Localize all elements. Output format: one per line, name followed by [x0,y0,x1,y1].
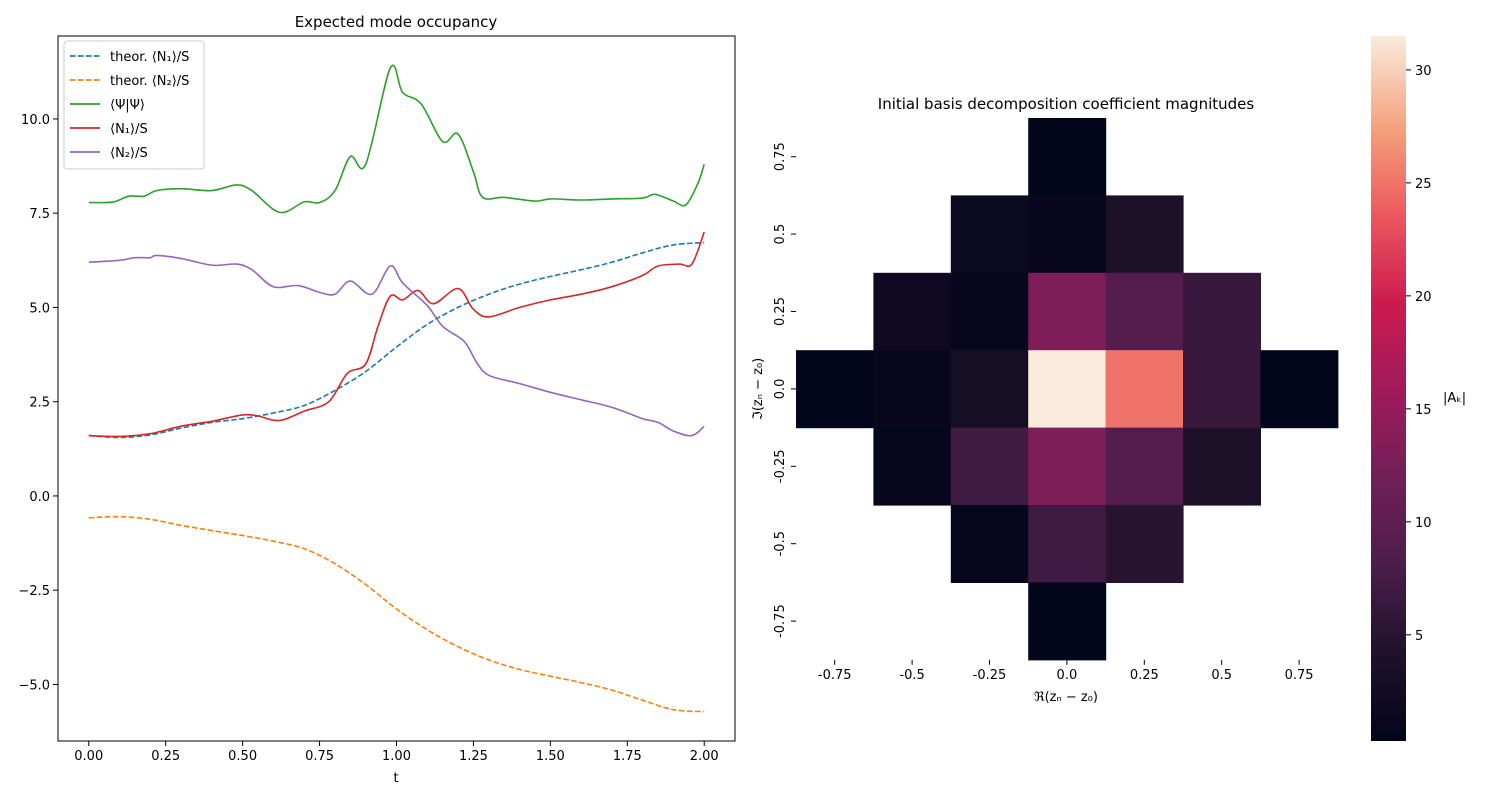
heatmap-y-tick-label: 0.25 [773,297,788,326]
legend-label-3: ⟨N₁⟩/S [110,122,148,137]
x-tick-label: 2.00 [690,749,719,764]
heatmap-x-tick-label: -0.5 [899,668,924,683]
heatmap-cell [1105,195,1184,274]
colorbar-label: |Aₖ| [1443,391,1466,406]
legend-label-0: theor. ⟨N₁⟩/S [110,50,189,65]
line-x-ticks: 0.00 0.25 0.50 0.75 1.00 1.25 1.50 1.75 2.00 [74,741,719,764]
colorbar-tick-label: 30 [1415,64,1432,79]
heatmap-x-tick-label: 0.0 [1057,668,1078,683]
heatmap-y-tick-label: 0.5 [773,224,788,245]
line-y-ticks: −5.0 −2.5 0.0 2.5 5.0 7.5 10.0 [18,113,58,693]
x-tick-label: 1.00 [382,749,411,764]
heatmap-cell [873,427,952,506]
heatmap-cell [1105,427,1184,506]
x-tick-label: 0.75 [305,749,334,764]
y-tick-label: −5.0 [18,678,50,693]
series-line-4 [88,254,705,437]
colorbar-tick-label: 25 [1415,177,1432,192]
heatmap-x-tick-label: 0.75 [1285,668,1314,683]
x-tick-label: 0.50 [228,749,257,764]
heatmap-cell [950,427,1029,506]
heatmap-x-tick-label: -0.25 [973,668,1007,683]
x-tick-label: 0.25 [151,749,180,764]
x-tick-label: 1.50 [536,749,565,764]
line-chart-title: Expected mode occupancy [295,13,498,31]
y-tick-label: 5.0 [29,301,50,316]
series-line-0 [88,241,705,439]
heatmap-cell [1028,195,1107,274]
heatmap-x-tick-label: -0.75 [818,668,852,683]
colorbar-gradient [1371,36,1406,741]
y-tick-label: −2.5 [18,584,50,599]
series-line-1 [88,515,705,713]
legend-label-1: theor. ⟨N₂⟩/S [110,74,189,89]
heatmap-x-axis-label: ℜ(zₙ − z₀) [1034,690,1098,705]
heatmap-cell [1183,350,1261,429]
x-tick-label: 1.75 [613,749,642,764]
y-tick-label: 10.0 [21,113,50,128]
heatmap-cell [1028,272,1107,351]
heatmap-y-tick-label: 0.75 [773,142,788,171]
heatmap-cell [796,350,874,429]
line-chart: Expected mode occupancy 0.00 0.25 0.50 0.75… [18,13,736,786]
x-tick-label: 1.25 [459,749,488,764]
legend-label-4: ⟨N₂⟩/S [110,146,148,161]
heatmap-y-axis-label: ℑ(zₙ − z₀) [751,358,766,420]
heatmap-cell [1028,582,1107,661]
series-line-2 [88,64,705,214]
heatmap-y-ticks: 0.75 0.5 0.25 0.0 -0.25 -0.5 -0.75 [773,142,796,638]
heatmap-cell [1028,505,1107,583]
heatmap-cell [1028,350,1107,429]
legend-label-2: ⟨Ψ|Ψ⟩ [110,98,145,113]
colorbar-tick-label: 10 [1415,516,1432,531]
heatmap-cell [950,505,1029,583]
y-tick-label: 7.5 [29,207,50,222]
heatmap-y-tick-label: -0.5 [773,531,788,556]
heatmap-cell [1260,350,1339,429]
heatmap-cells [796,118,1339,661]
line-legend: theor. ⟨N₁⟩/S theor. ⟨N₂⟩/S ⟨Ψ|Ψ⟩ ⟨N₁⟩/S ⟨N₂… [63,40,205,170]
heatmap-cell [1105,350,1184,429]
heatmap-cell [1105,272,1184,351]
series-line-3 [88,231,705,438]
heatmap-cell [1183,272,1261,351]
heatmap-cell [950,195,1029,274]
heatmap-y-tick-label: -0.25 [773,449,788,483]
colorbar-tick-label: 20 [1415,290,1432,305]
heatmap-cell [1105,505,1184,583]
colorbar-tick-label: 15 [1415,403,1432,418]
heatmap-title: Initial basis decomposition coefficient … [878,95,1255,113]
colorbar-tick-label: 5 [1415,629,1423,644]
legend-frame [63,40,205,170]
colorbar: 5 10 15 20 25 30 |Aₖ| [1371,36,1466,741]
heatmap-cell [873,272,952,351]
heatmap-cell [1028,118,1107,196]
colorbar-ticks: 5 10 15 20 25 30 [1406,64,1432,644]
heatmap-chart: Initial basis decomposition coefficient … [751,95,1339,705]
heatmap-x-ticks: -0.75 -0.5 -0.25 0.0 0.25 0.5 0.75 [818,659,1314,683]
heatmap-cell [873,350,952,429]
heatmap-x-tick-label: 0.5 [1211,668,1232,683]
y-tick-label: 0.0 [29,490,50,505]
line-series-layer [88,64,705,713]
heatmap-cell [1028,427,1107,506]
heatmap-cell [950,350,1029,429]
heatmap-cell [1183,427,1261,506]
line-x-axis-label: t [393,771,398,786]
y-tick-label: 2.5 [29,396,50,411]
heatmap-y-tick-label: 0.0 [773,379,788,400]
heatmap-x-tick-label: 0.25 [1130,668,1159,683]
heatmap-y-tick-label: -0.75 [773,604,788,638]
x-tick-label: 0.00 [74,749,103,764]
heatmap-cell [950,272,1029,351]
